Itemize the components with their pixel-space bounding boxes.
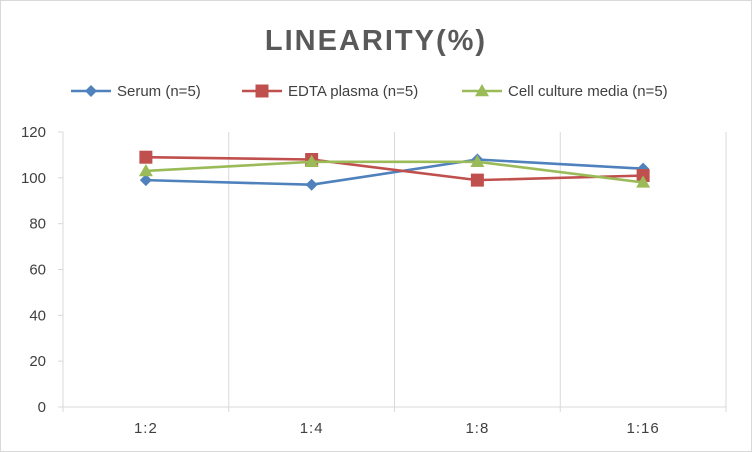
data-point: [305, 178, 318, 191]
legend-item: Cell culture media (n=5): [462, 83, 668, 100]
data-point: [304, 154, 319, 168]
data-point: [139, 150, 153, 164]
y-tick-label: 20: [29, 353, 46, 370]
data-point: [470, 173, 484, 187]
legend-item: EDTA plasma (n=5): [242, 83, 418, 100]
y-tick-label: 60: [29, 262, 46, 279]
data-point: [636, 175, 651, 188]
chart-title: LINEARITY(%): [265, 25, 487, 57]
legend-label: EDTA plasma (n=5): [288, 83, 418, 100]
y-tick-label: 40: [29, 307, 46, 324]
x-tick-label: 1:8: [465, 420, 489, 437]
legend-label: Serum (n=5): [117, 83, 201, 100]
legend: Serum (n=5) EDTA plasma (n=5) Cell culture…: [71, 83, 668, 100]
data-point: [470, 154, 485, 168]
x-axis: 1:2 1:4 1:8 1:16: [62, 406, 727, 437]
data-point: [139, 174, 152, 187]
data-point: [138, 163, 153, 177]
legend-item: Serum (n=5): [71, 83, 201, 100]
y-tick-label: 0: [38, 399, 46, 416]
y-tick-label: 100: [21, 170, 46, 187]
grid: [228, 132, 727, 407]
x-tick-label: 1:4: [300, 420, 324, 437]
y-tick-label: 120: [21, 124, 46, 141]
series-line: [145, 155, 644, 182]
y-tick-label: 80: [29, 216, 46, 233]
legend-marker: [255, 84, 269, 98]
series-line: [145, 160, 644, 184]
series-2: [138, 154, 651, 188]
y-axis: 0 20 40 60 80 100 120: [21, 124, 64, 416]
series-line: [145, 158, 644, 187]
legend-marker: [85, 85, 97, 97]
legend-label: Cell culture media (n=5): [508, 83, 668, 100]
x-tick-label: 1:16: [627, 420, 660, 437]
series-group: [138, 150, 651, 191]
x-tick-label: 1:2: [134, 420, 158, 437]
legend-marker: [475, 84, 489, 97]
